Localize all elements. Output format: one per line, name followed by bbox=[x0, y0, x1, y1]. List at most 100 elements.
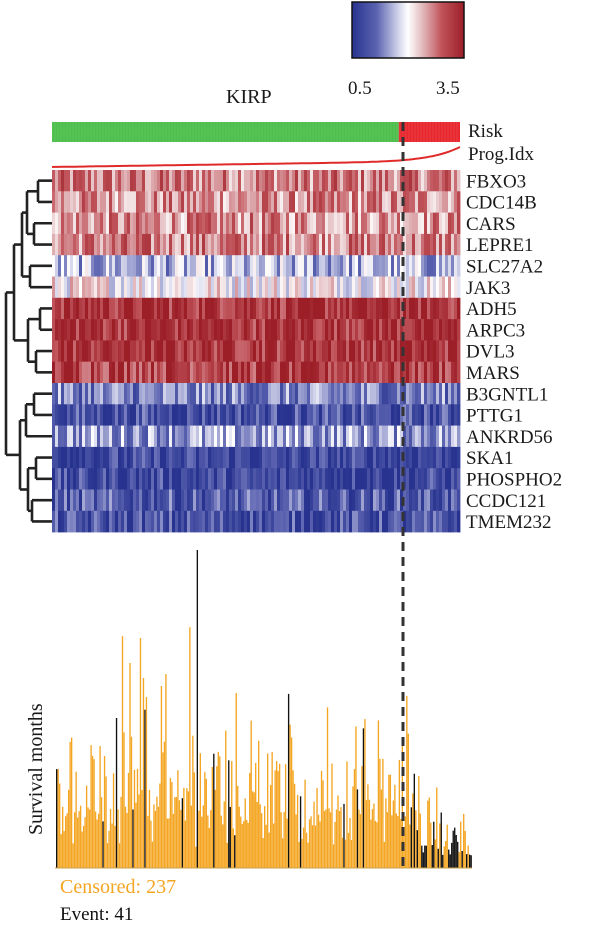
censored-bar bbox=[103, 756, 106, 868]
censored-bar bbox=[358, 809, 360, 868]
censored-bar bbox=[240, 816, 242, 868]
censored-bar bbox=[106, 843, 109, 868]
heatmap-row bbox=[52, 233, 461, 256]
censored-bar bbox=[135, 802, 137, 868]
censored-bar bbox=[391, 815, 393, 868]
censored-bar bbox=[446, 824, 448, 868]
censored-bar bbox=[261, 813, 263, 868]
censored-bar bbox=[275, 761, 278, 868]
event-bar bbox=[287, 693, 290, 868]
censored-bar bbox=[298, 841, 300, 868]
censored-bar bbox=[208, 827, 210, 868]
censored-bar bbox=[359, 814, 362, 868]
event-bar bbox=[433, 821, 435, 868]
censored-bar bbox=[171, 781, 173, 868]
censored-bar bbox=[301, 838, 303, 868]
censored-bar bbox=[69, 741, 71, 868]
event-bar bbox=[416, 830, 418, 868]
censored-bar bbox=[258, 740, 260, 868]
censored-bar bbox=[344, 839, 347, 868]
event-bar bbox=[196, 550, 199, 868]
censored-bar bbox=[329, 812, 332, 868]
censored-bar bbox=[430, 822, 432, 868]
censored-bar bbox=[311, 825, 314, 868]
censored-bar bbox=[314, 825, 317, 868]
colorbar-gradient bbox=[351, 1, 465, 59]
censored-bar bbox=[418, 776, 420, 868]
censored-bar bbox=[368, 799, 371, 868]
censored-bar bbox=[64, 816, 67, 868]
censored-bar bbox=[183, 787, 185, 868]
gene-label: ARPC3 bbox=[466, 320, 525, 341]
censored-bar bbox=[310, 816, 312, 868]
event-bar bbox=[343, 803, 345, 868]
censored-bar bbox=[186, 788, 188, 868]
event-bar bbox=[234, 835, 236, 868]
censored-bar bbox=[189, 627, 191, 868]
censored-bar bbox=[153, 804, 155, 868]
censored-bar bbox=[160, 686, 163, 868]
censored-bar bbox=[380, 789, 383, 868]
censored-bar bbox=[283, 811, 285, 868]
censored-bar bbox=[136, 768, 139, 868]
censored-bar bbox=[90, 745, 92, 868]
censored-bar bbox=[379, 758, 381, 868]
censored-bar bbox=[237, 785, 239, 868]
event-bar bbox=[470, 855, 472, 868]
censored-bar bbox=[169, 777, 172, 868]
event-bar bbox=[115, 718, 118, 868]
censored-bar bbox=[142, 678, 145, 868]
censored-bar bbox=[325, 809, 327, 868]
censored-bar bbox=[286, 818, 288, 868]
censored-bar bbox=[192, 735, 194, 868]
censored-bar bbox=[280, 812, 282, 868]
censored-bar bbox=[177, 770, 179, 868]
censored-bar bbox=[460, 821, 462, 868]
censored-bar bbox=[75, 771, 77, 868]
censored-bar bbox=[443, 846, 445, 868]
censored-bar bbox=[178, 800, 181, 868]
heatmap-row bbox=[52, 297, 461, 320]
censored-bar bbox=[204, 772, 206, 868]
censored-bar bbox=[150, 820, 152, 868]
censored-bar bbox=[409, 824, 411, 868]
censored-bar bbox=[123, 732, 125, 868]
censored-bar bbox=[266, 753, 269, 868]
censored-bar bbox=[427, 800, 429, 868]
censored-bar bbox=[205, 778, 207, 868]
censored-bar bbox=[168, 818, 170, 868]
censored-bar bbox=[112, 773, 115, 868]
censored-bar bbox=[307, 842, 309, 868]
event-bar bbox=[299, 796, 302, 868]
event-bar bbox=[132, 809, 134, 868]
censored-bar bbox=[326, 707, 329, 868]
censored-bar bbox=[139, 638, 142, 868]
censored-bar bbox=[231, 761, 233, 868]
chart-title: KIRP bbox=[226, 86, 272, 108]
censored-bar bbox=[463, 813, 465, 868]
censored-bar bbox=[346, 761, 348, 868]
censored-bar bbox=[340, 807, 342, 868]
censored-bar bbox=[193, 772, 196, 868]
gene-labels: FBXO3CDC14BCARSLEPRE1SLC27A2JAK3ADH5ARPC… bbox=[466, 171, 562, 533]
censored-bar bbox=[262, 838, 264, 868]
censored-bar bbox=[367, 784, 369, 868]
censored-bar bbox=[272, 823, 275, 868]
censored-bar bbox=[63, 831, 65, 868]
event-bar bbox=[213, 753, 215, 868]
censored-bar bbox=[247, 822, 249, 868]
censored-bar bbox=[361, 766, 363, 868]
censored-bar bbox=[394, 784, 396, 868]
event-bar bbox=[56, 769, 58, 868]
censored-bar bbox=[274, 770, 276, 868]
heatmap-row bbox=[52, 489, 461, 512]
censored-bar bbox=[316, 788, 318, 868]
censored-bar bbox=[302, 827, 305, 868]
event-bar bbox=[442, 854, 444, 868]
heatmap-row bbox=[52, 212, 461, 235]
censored-count-label: Censored: 237 bbox=[60, 876, 177, 898]
censored-bar bbox=[216, 766, 218, 868]
censored-bar bbox=[385, 798, 387, 868]
censored-bar bbox=[232, 828, 234, 868]
censored-bar bbox=[76, 817, 79, 868]
